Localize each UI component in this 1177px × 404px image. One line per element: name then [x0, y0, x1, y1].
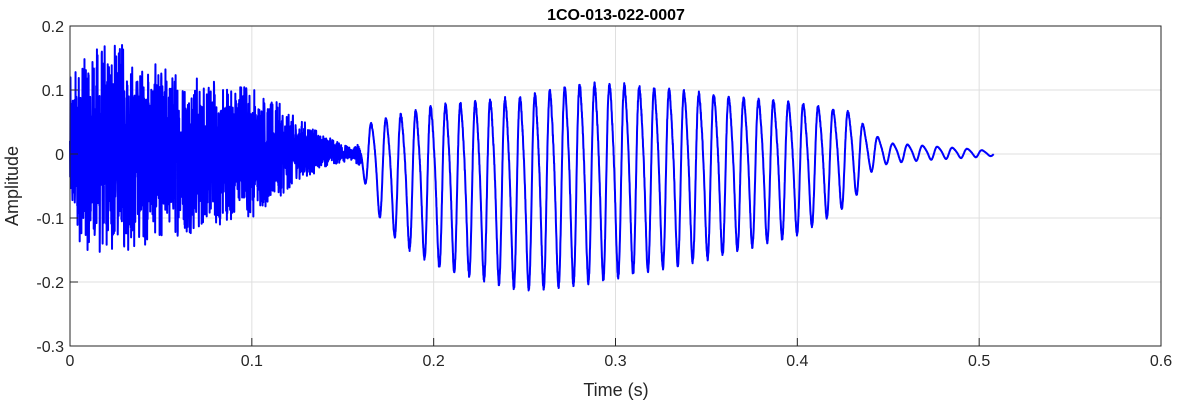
y-tick-label: -0.2: [36, 275, 64, 292]
series-signal-line: [69, 43, 995, 292]
y-tick-label: -0.1: [36, 211, 64, 228]
y-axis-label: Amplitude: [2, 146, 22, 226]
x-tick-label: 0.4: [786, 353, 808, 370]
x-tick-label: 0.1: [241, 353, 263, 370]
x-tick-label: 0.5: [968, 353, 990, 370]
y-tick-label: 0: [55, 147, 64, 164]
x-tick-label: 0.3: [604, 353, 626, 370]
axis-ticks: 0 0.1 0.2 0.3 0.4 0.5 0.6 -0.3 -0.2 -0.1 0 0.1 0.2: [36, 19, 1172, 370]
chart-title: 1CO-013-022-0007: [547, 7, 685, 24]
x-tick-label: 0.6: [1150, 353, 1172, 370]
y-tick-label: 0.2: [42, 19, 64, 36]
x-tick-label: 0.2: [423, 353, 445, 370]
x-tick-label: 0: [66, 353, 75, 370]
x-axis-label: Time (s): [583, 380, 648, 400]
y-tick-label: -0.3: [36, 339, 64, 356]
y-tick-label: 0.1: [42, 83, 64, 100]
